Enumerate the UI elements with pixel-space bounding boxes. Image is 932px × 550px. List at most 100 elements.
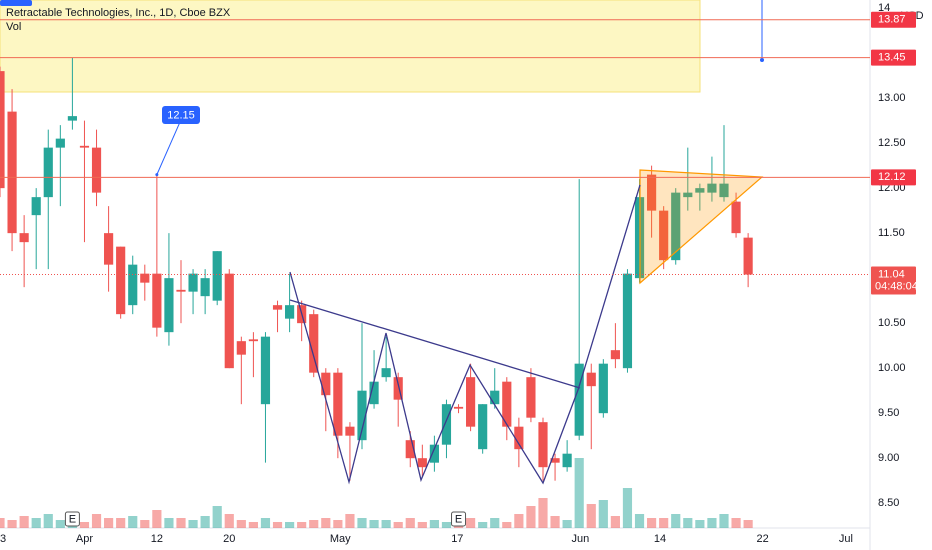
- candle-body: [393, 377, 403, 400]
- x-tick-label: 22: [756, 533, 768, 545]
- volume-bar: [43, 514, 53, 528]
- volume-bar: [634, 514, 645, 528]
- volume-bar: [297, 522, 307, 528]
- triangle-pattern: [639, 169, 764, 285]
- candle-body: [321, 372, 331, 396]
- candle-body: [707, 183, 717, 193]
- volume-bar: [598, 500, 608, 528]
- volume-bar: [104, 518, 114, 528]
- volume-bar: [719, 514, 729, 528]
- volume-bar: [610, 516, 620, 528]
- price-tag: [871, 11, 916, 28]
- price-tag: [871, 169, 916, 186]
- volume-bar: [707, 518, 717, 528]
- callout-cut: [0, 0, 32, 6]
- candle-body: [562, 453, 572, 468]
- last-price-tag: [871, 266, 916, 295]
- volume-bar: [490, 518, 500, 528]
- volume-bar: [345, 514, 355, 528]
- callout-box: [162, 106, 200, 124]
- volume-label: Vol: [6, 21, 21, 33]
- candle-body: [104, 233, 114, 265]
- candle-body: [369, 381, 379, 405]
- price-zone: [0, 0, 701, 93]
- volume-bar: [152, 510, 162, 528]
- candle-body: [31, 197, 41, 216]
- y-tick-label: 13.00: [878, 92, 906, 104]
- candle-body: [236, 341, 246, 355]
- volume-bar: [526, 506, 536, 528]
- candle-body: [7, 111, 17, 234]
- candle-body: [224, 273, 234, 369]
- price-tag-label: 13.45: [878, 52, 906, 64]
- callout-line: [156, 121, 181, 175]
- candle-body: [453, 406, 464, 409]
- volume-bar: [417, 522, 427, 528]
- candle-body: [719, 183, 729, 198]
- volume-bar: [285, 522, 295, 528]
- candle-body: [381, 368, 391, 378]
- candle-body: [67, 116, 77, 121]
- earnings-box: [64, 511, 80, 527]
- x-tick-label: 12: [151, 533, 163, 545]
- volume-bar: [466, 518, 476, 528]
- y-tick-label: 12.50: [878, 137, 906, 149]
- earnings-marker: E: [69, 513, 76, 525]
- volume-bar: [260, 518, 271, 528]
- volume-bar: [116, 518, 126, 528]
- candle-body: [309, 314, 319, 373]
- volume-bar: [441, 522, 452, 528]
- y-tick-label: 14: [878, 2, 890, 14]
- candle-body: [0, 71, 5, 189]
- candle-body: [441, 404, 452, 445]
- volume-bar: [731, 518, 741, 528]
- candle-body: [598, 363, 608, 414]
- candle-body: [671, 192, 681, 261]
- candle-body: [128, 264, 138, 306]
- candle-body: [574, 363, 584, 436]
- x-tick-label: 14: [654, 533, 666, 545]
- earnings-marker: E: [455, 513, 462, 525]
- y-tick-label: 10.00: [878, 362, 906, 374]
- volume-bar: [128, 516, 138, 528]
- candle-body: [285, 305, 295, 319]
- marker-dot: [760, 58, 764, 62]
- volume-bar: [659, 518, 669, 528]
- candle-body: [116, 246, 126, 315]
- volume-bar: [429, 520, 439, 528]
- volume-bar: [405, 518, 415, 528]
- volume-bar: [502, 522, 512, 528]
- candle-body: [731, 201, 741, 234]
- x-tick-label: 3: [0, 533, 6, 545]
- candle-body: [683, 192, 693, 198]
- x-tick-label: Jul: [839, 533, 853, 545]
- y-tick-label: 9.00: [878, 452, 899, 464]
- candle-body: [212, 251, 222, 301]
- candle-body: [43, 147, 53, 198]
- callout-dot: [155, 173, 159, 177]
- candle-body: [248, 339, 258, 342]
- volume-bar: [683, 518, 693, 528]
- volume-bar: [0, 518, 5, 528]
- candle-body: [260, 336, 271, 405]
- y-tick-label: 9.50: [878, 407, 899, 419]
- volume-bar: [514, 514, 524, 528]
- callout-label: 12.15: [167, 109, 195, 121]
- volume-bar: [574, 458, 584, 528]
- volume-bar: [31, 518, 41, 528]
- volume-bar: [248, 522, 258, 528]
- candle-body: [502, 381, 512, 427]
- volume-bar: [550, 516, 560, 528]
- volume-bar: [55, 520, 65, 528]
- price-tag: [871, 49, 916, 66]
- x-tick-label: 17: [451, 533, 463, 545]
- volume-bar: [309, 520, 319, 528]
- candle-body: [333, 372, 343, 436]
- candle-body: [586, 372, 596, 387]
- volume-bar: [140, 520, 150, 528]
- volume-bar: [357, 518, 367, 528]
- volume-bar: [224, 514, 234, 528]
- volume-bar: [622, 488, 633, 528]
- candle-body: [550, 458, 560, 463]
- volume-bar: [188, 520, 198, 528]
